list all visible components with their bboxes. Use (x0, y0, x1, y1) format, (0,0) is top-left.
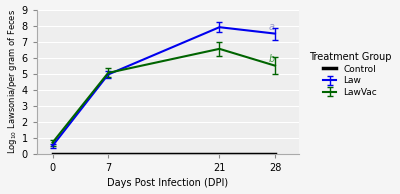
Text: b: b (269, 55, 275, 64)
Legend: Control, Law, LawVac: Control, Law, LawVac (306, 49, 394, 100)
Text: a: a (269, 22, 275, 32)
Control (217, 153, 222, 155)
Control (50, 153, 55, 155)
X-axis label: Days Post Infection (DPI): Days Post Infection (DPI) (107, 178, 228, 188)
Y-axis label: Log$_{10}$ Lawsonia/per gram of Feces: Log$_{10}$ Lawsonia/per gram of Feces (6, 9, 18, 154)
Control (106, 153, 110, 155)
Control (273, 153, 278, 155)
